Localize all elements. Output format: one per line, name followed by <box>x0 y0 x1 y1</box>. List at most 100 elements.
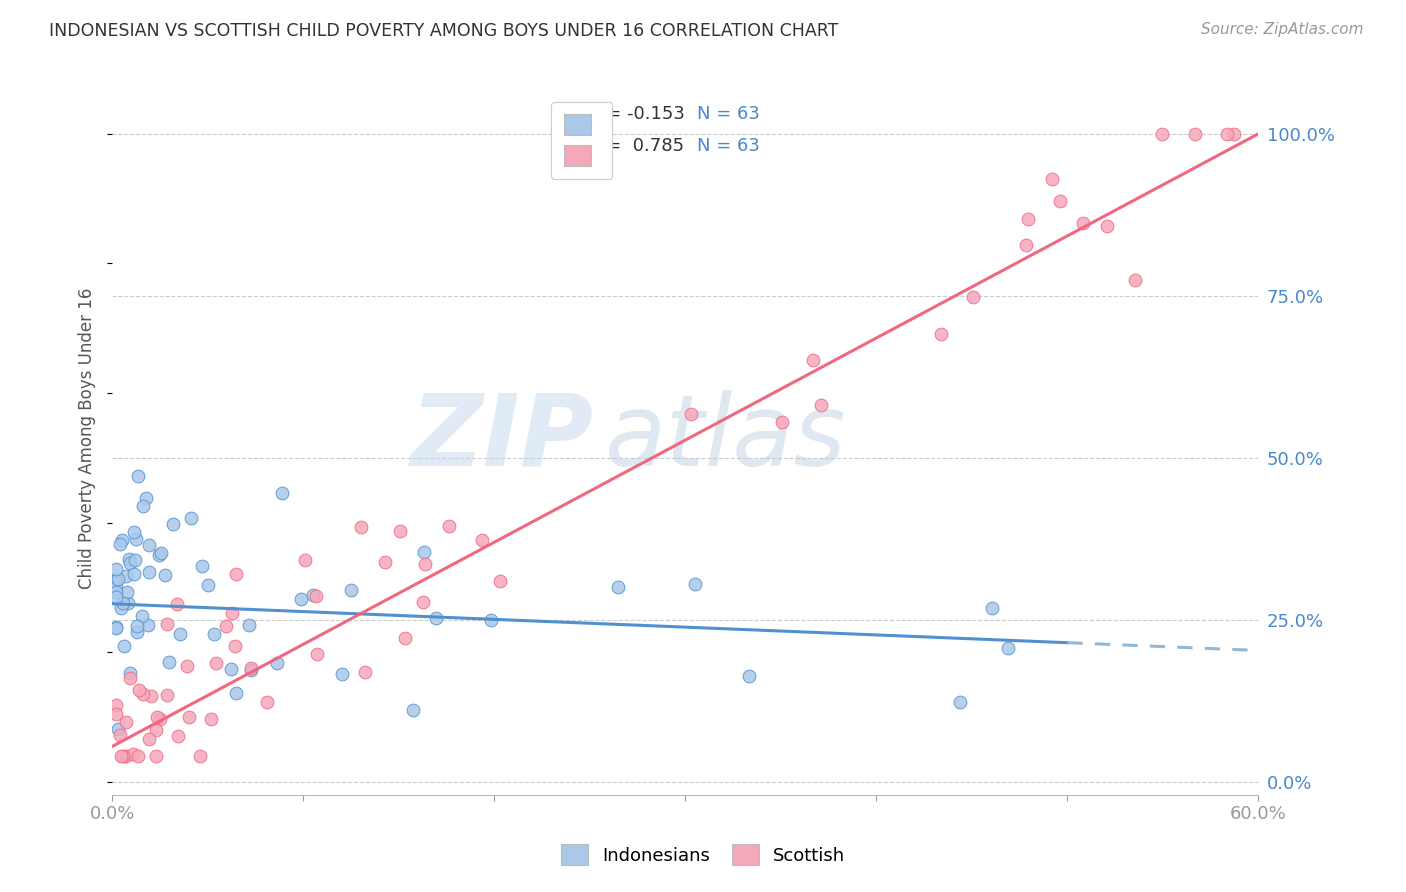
Point <box>810 398 832 412</box>
Point <box>105 580 128 594</box>
Point <box>115 749 138 764</box>
Point <box>115 714 138 729</box>
Point <box>1216 127 1239 141</box>
Point <box>166 729 188 743</box>
Point <box>112 639 135 653</box>
Point <box>290 592 312 607</box>
Text: N = 63: N = 63 <box>697 104 759 123</box>
Point <box>111 533 134 547</box>
Point <box>117 596 139 610</box>
Point <box>266 656 288 670</box>
Point <box>1040 172 1063 186</box>
Text: ZIP: ZIP <box>411 390 593 487</box>
Point <box>118 665 141 680</box>
Point <box>239 663 262 677</box>
Point <box>105 591 128 605</box>
Point <box>166 597 188 611</box>
Point <box>156 688 179 702</box>
Point <box>107 572 129 586</box>
Point <box>127 468 149 483</box>
Point <box>118 671 141 685</box>
Point <box>197 578 219 592</box>
Point <box>353 665 375 680</box>
Point <box>132 687 155 701</box>
Point <box>305 589 328 603</box>
Text: atlas: atlas <box>605 390 846 487</box>
Point <box>118 556 141 570</box>
Point <box>105 619 128 633</box>
Point <box>1049 194 1071 208</box>
Point <box>1223 127 1246 141</box>
Point <box>401 704 423 718</box>
Y-axis label: Child Poverty Among Boys Under 16: Child Poverty Among Boys Under 16 <box>79 288 96 590</box>
Point <box>1071 216 1094 230</box>
Point <box>148 548 170 562</box>
Point <box>110 601 132 615</box>
Point <box>111 596 134 610</box>
Point <box>221 662 243 676</box>
Point <box>176 658 198 673</box>
Point <box>115 569 138 583</box>
Point <box>471 533 494 548</box>
Point <box>115 585 138 599</box>
Text: R = -0.153: R = -0.153 <box>588 104 685 123</box>
Point <box>301 588 323 602</box>
Point <box>108 536 131 550</box>
Point <box>270 486 292 500</box>
Point <box>200 712 222 726</box>
Point <box>238 618 260 632</box>
Legend: Indonesians, Scottish: Indonesians, Scottish <box>554 837 852 872</box>
Text: N = 63: N = 63 <box>697 136 759 155</box>
Point <box>224 639 246 653</box>
Point <box>131 609 153 624</box>
Point <box>122 525 145 540</box>
Point <box>141 689 163 703</box>
Point <box>981 601 1004 615</box>
Point <box>413 545 436 559</box>
Point <box>179 709 201 723</box>
Point <box>146 709 169 723</box>
Point <box>121 747 143 761</box>
Point <box>127 749 149 764</box>
Point <box>607 581 630 595</box>
Text: R =  0.785: R = 0.785 <box>588 136 685 155</box>
Point <box>149 712 172 726</box>
Point <box>962 290 984 304</box>
Point <box>374 555 396 569</box>
Point <box>108 728 131 742</box>
Point <box>488 574 510 588</box>
Point <box>157 655 180 669</box>
Text: INDONESIAN VS SCOTTISH CHILD POVERTY AMONG BOYS UNDER 16 CORRELATION CHART: INDONESIAN VS SCOTTISH CHILD POVERTY AMO… <box>49 22 838 40</box>
Point <box>136 618 159 632</box>
Point <box>118 552 141 566</box>
Point <box>145 749 167 764</box>
Point <box>1015 238 1038 252</box>
Point <box>135 491 157 505</box>
Point <box>394 632 416 646</box>
Point <box>929 326 952 341</box>
Point <box>388 524 411 538</box>
Point <box>127 625 149 640</box>
Point <box>169 627 191 641</box>
Point <box>202 626 225 640</box>
Point <box>191 559 214 574</box>
Point <box>138 731 160 746</box>
Point <box>225 686 247 700</box>
Point <box>125 533 148 547</box>
Point <box>240 661 263 675</box>
Point <box>683 576 706 591</box>
Point <box>124 553 146 567</box>
Point <box>801 352 824 367</box>
Point <box>162 516 184 531</box>
Point <box>770 416 793 430</box>
Point <box>256 695 278 709</box>
Text: Source: ZipAtlas.com: Source: ZipAtlas.com <box>1201 22 1364 37</box>
Point <box>949 695 972 709</box>
Point <box>125 618 148 632</box>
Point <box>156 617 179 632</box>
Point <box>330 666 353 681</box>
Point <box>145 723 167 737</box>
Point <box>128 683 150 698</box>
Point <box>105 621 128 635</box>
Point <box>138 566 160 580</box>
